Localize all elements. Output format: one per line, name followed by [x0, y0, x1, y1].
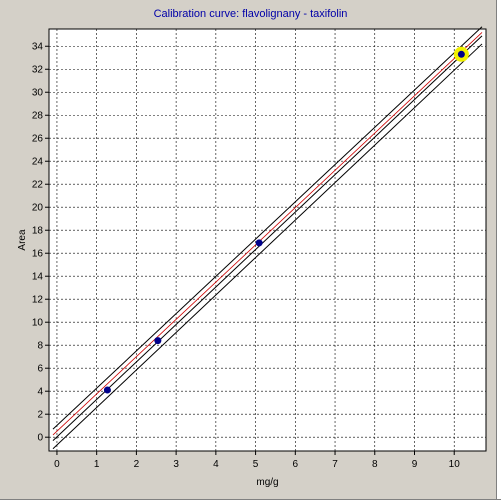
- window-right-edge: [496, 0, 501, 502]
- x-tick-label: 3: [173, 459, 179, 470]
- y-tick-label: 6: [37, 364, 43, 375]
- x-tick-label: 0: [54, 459, 60, 470]
- fit-line: [52, 35, 483, 442]
- x-tick-label: 2: [134, 459, 140, 470]
- x-tick-label: 5: [253, 459, 259, 470]
- y-tick-label: 12: [32, 295, 44, 306]
- center-band-line: [52, 32, 483, 436]
- y-tick-label: 0: [37, 433, 43, 444]
- data-point: [255, 239, 263, 247]
- x-tick-label: 10: [449, 459, 461, 470]
- x-tick-label: 7: [332, 459, 338, 470]
- y-tick-label: 16: [32, 249, 44, 260]
- chart-title: Calibration curve: flavolignany - taxifo…: [153, 8, 348, 20]
- data-point: [154, 337, 162, 345]
- x-tick-label: 8: [372, 459, 378, 470]
- y-tick-label: 8: [37, 341, 43, 352]
- y-tick-label: 14: [32, 272, 44, 283]
- y-tick-label: 24: [32, 157, 44, 168]
- window-bottom-edge: [0, 499, 501, 502]
- y-tick-label: 34: [32, 42, 44, 53]
- y-tick-label: 26: [32, 134, 44, 145]
- data-point: [103, 386, 111, 394]
- y-tick-label: 22: [32, 180, 44, 191]
- plot-area: [48, 28, 487, 452]
- y-tick-label: 2: [37, 410, 43, 421]
- x-tick-label: 4: [213, 459, 219, 470]
- y-tick-label: 30: [32, 88, 44, 99]
- x-axis-title: mg/g: [256, 477, 278, 488]
- x-tick-label: 9: [412, 459, 418, 470]
- data-point: [457, 50, 465, 58]
- y-tick-label: 32: [32, 65, 44, 76]
- x-tick-label: 1: [94, 459, 100, 470]
- y-tick-label: 28: [32, 111, 44, 122]
- x-tick-label: 6: [293, 459, 299, 470]
- y-tick-label: 18: [32, 226, 44, 237]
- y-tick-label: 4: [37, 387, 43, 398]
- y-axis-title: Area: [17, 229, 28, 251]
- y-tick-label: 20: [32, 203, 44, 214]
- y-tick-label: 10: [32, 318, 44, 329]
- confidence-lower-line: [52, 43, 483, 450]
- confidence-upper-line: [52, 26, 483, 430]
